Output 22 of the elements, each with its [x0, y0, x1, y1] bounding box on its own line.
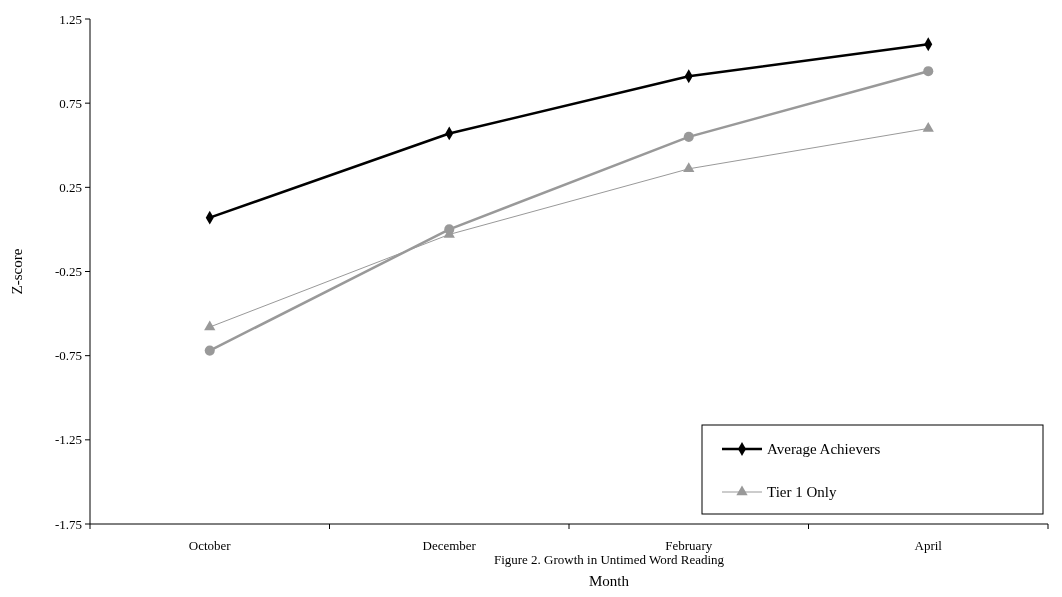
x-tick-label: April	[914, 538, 943, 553]
y-tick-label: -0.75	[54, 348, 82, 364]
point	[204, 345, 215, 356]
y-tick-label: 0.75	[59, 95, 82, 111]
point	[683, 131, 694, 142]
y-tick-label: 1.25	[59, 11, 82, 27]
point	[204, 320, 216, 331]
legend-label: Tier 1 Only	[767, 484, 837, 501]
x-tick-label: October	[188, 538, 232, 553]
y-tick-label: -0.25	[54, 264, 82, 280]
x-axis-title: Month	[588, 573, 630, 589]
legend-label: Average Achievers	[767, 441, 881, 458]
y-axis-title: Z-score	[9, 248, 25, 295]
caption: Figure 2. Growth in Untimed Word Reading	[493, 552, 725, 567]
point	[683, 162, 695, 173]
x-tick-label: February	[665, 538, 713, 553]
y-tick-label: -1.75	[54, 516, 82, 532]
point	[923, 66, 934, 77]
point	[922, 121, 934, 132]
y-tick-label: 0.25	[59, 179, 82, 195]
y-tick-label: -1.25	[54, 432, 82, 448]
x-tick-label: December	[422, 538, 477, 553]
